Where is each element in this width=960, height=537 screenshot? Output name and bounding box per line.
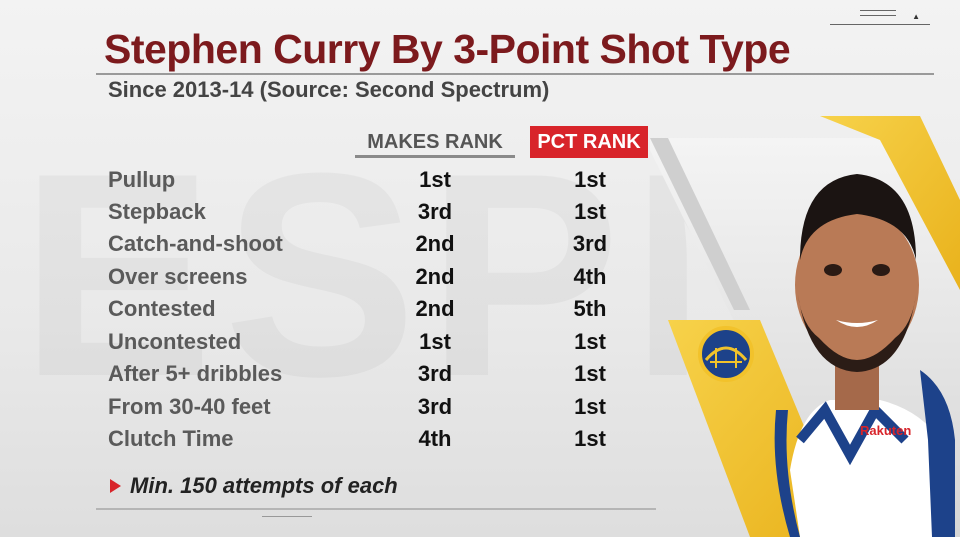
column-header-makes-rank: MAKES RANK bbox=[355, 126, 515, 158]
pct-rank-value: 1st bbox=[574, 329, 606, 354]
shot-type-label: Clutch Time bbox=[108, 426, 234, 451]
table-row: Stepback 3rd 1st bbox=[108, 196, 648, 228]
shot-type-label: Stepback bbox=[108, 199, 206, 224]
pct-rank-value: 5th bbox=[573, 296, 607, 321]
footnote: Min. 150 attempts of each bbox=[110, 473, 398, 499]
shot-type-label: Over screens bbox=[108, 264, 248, 289]
shot-type-label: Pullup bbox=[108, 167, 176, 192]
makes-rank-value: 1st bbox=[419, 329, 451, 354]
pct-rank-value: 1st bbox=[574, 361, 606, 386]
pct-rank-value: 1st bbox=[574, 167, 606, 192]
footer-tick bbox=[262, 516, 312, 517]
table-row: After 5+ dribbles 3rd 1st bbox=[108, 358, 648, 390]
table-row: Contested 2nd 5th bbox=[108, 293, 648, 325]
player-photo-panel: Rakuten bbox=[650, 110, 960, 537]
table-row: From 30-40 feet 3rd 1st bbox=[108, 391, 648, 423]
makes-rank-value: 2nd bbox=[415, 264, 455, 289]
menu-icon[interactable]: ▲ bbox=[830, 8, 930, 28]
makes-rank-value: 2nd bbox=[415, 231, 455, 256]
pct-rank-value: 1st bbox=[574, 199, 606, 224]
makes-rank-value: 3rd bbox=[417, 361, 453, 386]
shot-type-label: Catch-and-shoot bbox=[108, 231, 283, 256]
makes-rank-value: 4th bbox=[418, 426, 452, 451]
column-header-pct-rank: PCT RANK bbox=[530, 126, 648, 158]
makes-rank-value: 2nd bbox=[415, 296, 455, 321]
footer-divider bbox=[96, 508, 656, 510]
table-row: Pullup 1st 1st bbox=[108, 164, 648, 196]
player-photo: Rakuten bbox=[650, 116, 960, 537]
title-divider bbox=[96, 73, 934, 75]
pct-rank-value: 1st bbox=[574, 426, 606, 451]
shot-type-label: Uncontested bbox=[108, 329, 242, 354]
shot-type-label: From 30-40 feet bbox=[108, 394, 271, 419]
shot-type-label: Contested bbox=[108, 296, 216, 321]
table-row: Clutch Time 4th 1st bbox=[108, 423, 648, 455]
pct-rank-value: 4th bbox=[573, 264, 607, 289]
graphic-title: Stephen Curry By 3-Point Shot Type bbox=[104, 26, 791, 72]
shot-type-label: After 5+ dribbles bbox=[108, 361, 283, 386]
makes-rank-value: 1st bbox=[419, 167, 451, 192]
makes-rank-value: 3rd bbox=[417, 199, 453, 224]
table-row: Uncontested 1st 1st bbox=[108, 326, 648, 358]
triangle-bullet-icon bbox=[110, 479, 121, 493]
pct-rank-value: 3rd bbox=[572, 231, 608, 256]
jersey-sponsor-text: Rakuten bbox=[860, 423, 911, 438]
pct-rank-value: 1st bbox=[574, 394, 606, 419]
makes-rank-value: 3rd bbox=[417, 394, 453, 419]
footnote-text: Min. 150 attempts of each bbox=[130, 473, 398, 498]
graphic-subtitle: Since 2013-14 (Source: Second Spectrum) bbox=[108, 77, 550, 102]
table-row: Over screens 2nd 4th bbox=[108, 261, 648, 293]
warriors-logo-icon bbox=[698, 326, 754, 382]
table-row: Catch-and-shoot 2nd 3rd bbox=[108, 228, 648, 260]
